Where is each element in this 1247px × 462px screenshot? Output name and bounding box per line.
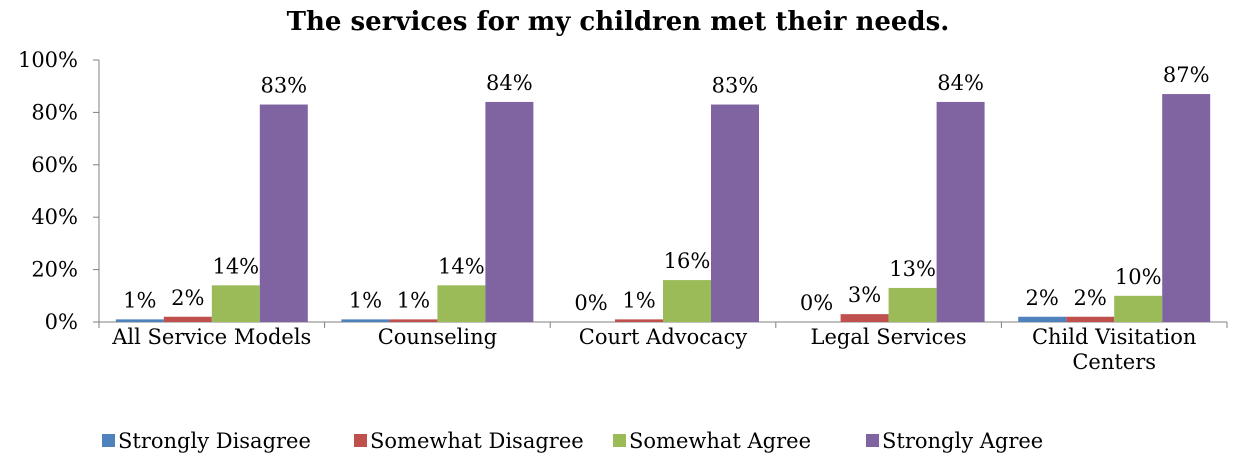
data-label: 84% xyxy=(486,71,533,95)
bar-somewhat-agree xyxy=(663,280,711,322)
data-label: 87% xyxy=(1163,63,1210,87)
y-tick-label: 20% xyxy=(31,258,78,282)
data-label: 0% xyxy=(800,291,833,315)
bar-somewhat-disagree xyxy=(1066,316,1115,322)
x-axis: All Service Models Counseling Court Advoca… xyxy=(98,321,1228,374)
data-label: 16% xyxy=(664,249,711,273)
x-category-label: All Service Models xyxy=(111,325,311,349)
data-label: 3% xyxy=(848,283,881,307)
data-label: 83% xyxy=(260,74,307,98)
data-labels: 1% 2% 14% 83% 1% 1% 14% 84% 0% 1% 16% 83% 0% 3% 13% 84%… xyxy=(123,63,1209,315)
bar-somewhat-agree xyxy=(211,285,260,322)
x-category-label: Legal Services xyxy=(811,325,967,349)
bar-strongly-agree xyxy=(259,104,308,322)
legend-swatch xyxy=(866,434,879,447)
bar-somewhat-agree xyxy=(437,285,486,322)
x-category-label: Counseling xyxy=(378,325,497,349)
legend-swatch xyxy=(354,434,367,447)
data-label: 0% xyxy=(574,291,607,315)
data-label: 14% xyxy=(438,254,485,278)
data-label: 2% xyxy=(1026,286,1059,310)
data-label: 14% xyxy=(212,254,259,278)
bar-somewhat-agree xyxy=(888,287,937,322)
chart-title: The services for my children met their n… xyxy=(287,7,950,37)
bar-somewhat-disagree xyxy=(163,316,212,322)
bar-strongly-agree xyxy=(711,104,759,322)
x-category-label: Court Advocacy xyxy=(579,325,748,349)
bars xyxy=(115,94,1211,322)
bar-strongly-disagree xyxy=(1018,316,1067,322)
legend-swatch xyxy=(102,434,115,447)
y-tick-label: 100% xyxy=(18,48,78,72)
y-tick-label: 0% xyxy=(45,310,78,334)
y-tick-label: 60% xyxy=(31,153,78,177)
bar-somewhat-agree xyxy=(1114,295,1163,322)
data-label: 2% xyxy=(171,286,204,310)
bar-somewhat-disagree xyxy=(615,319,663,322)
bar-strongly-agree xyxy=(936,101,985,322)
bar-strongly-disagree xyxy=(341,319,390,322)
data-label: 2% xyxy=(1074,286,1107,310)
data-label: 1% xyxy=(622,288,655,312)
bar-somewhat-disagree xyxy=(389,319,438,322)
bar-strongly-agree xyxy=(1162,94,1211,322)
x-category-label: Child Visitation Centers xyxy=(1032,325,1196,374)
bar-strongly-disagree xyxy=(115,319,164,322)
data-label: 84% xyxy=(937,71,984,95)
data-label: 1% xyxy=(349,288,382,312)
y-tick-label: 80% xyxy=(31,100,78,124)
data-label: 13% xyxy=(889,257,936,281)
legend-label: Somewhat Agree xyxy=(629,429,811,453)
legend-swatch xyxy=(613,434,626,447)
y-axis: 0% 20% 40% 60% 80% 100% xyxy=(18,48,100,334)
y-tick-label: 40% xyxy=(31,205,78,229)
data-label: 10% xyxy=(1115,265,1162,289)
data-label: 83% xyxy=(712,74,759,98)
legend-label: Strongly Agree xyxy=(882,429,1043,453)
data-label: 1% xyxy=(397,288,430,312)
legend: Strongly Disagree Somewhat Disagree Somewh… xyxy=(102,429,1043,453)
bar-somewhat-disagree xyxy=(840,314,889,322)
data-label: 1% xyxy=(123,288,156,312)
legend-label: Somewhat Disagree xyxy=(370,429,584,453)
legend-label: Strongly Disagree xyxy=(118,429,311,453)
bar-strongly-agree xyxy=(485,101,534,322)
